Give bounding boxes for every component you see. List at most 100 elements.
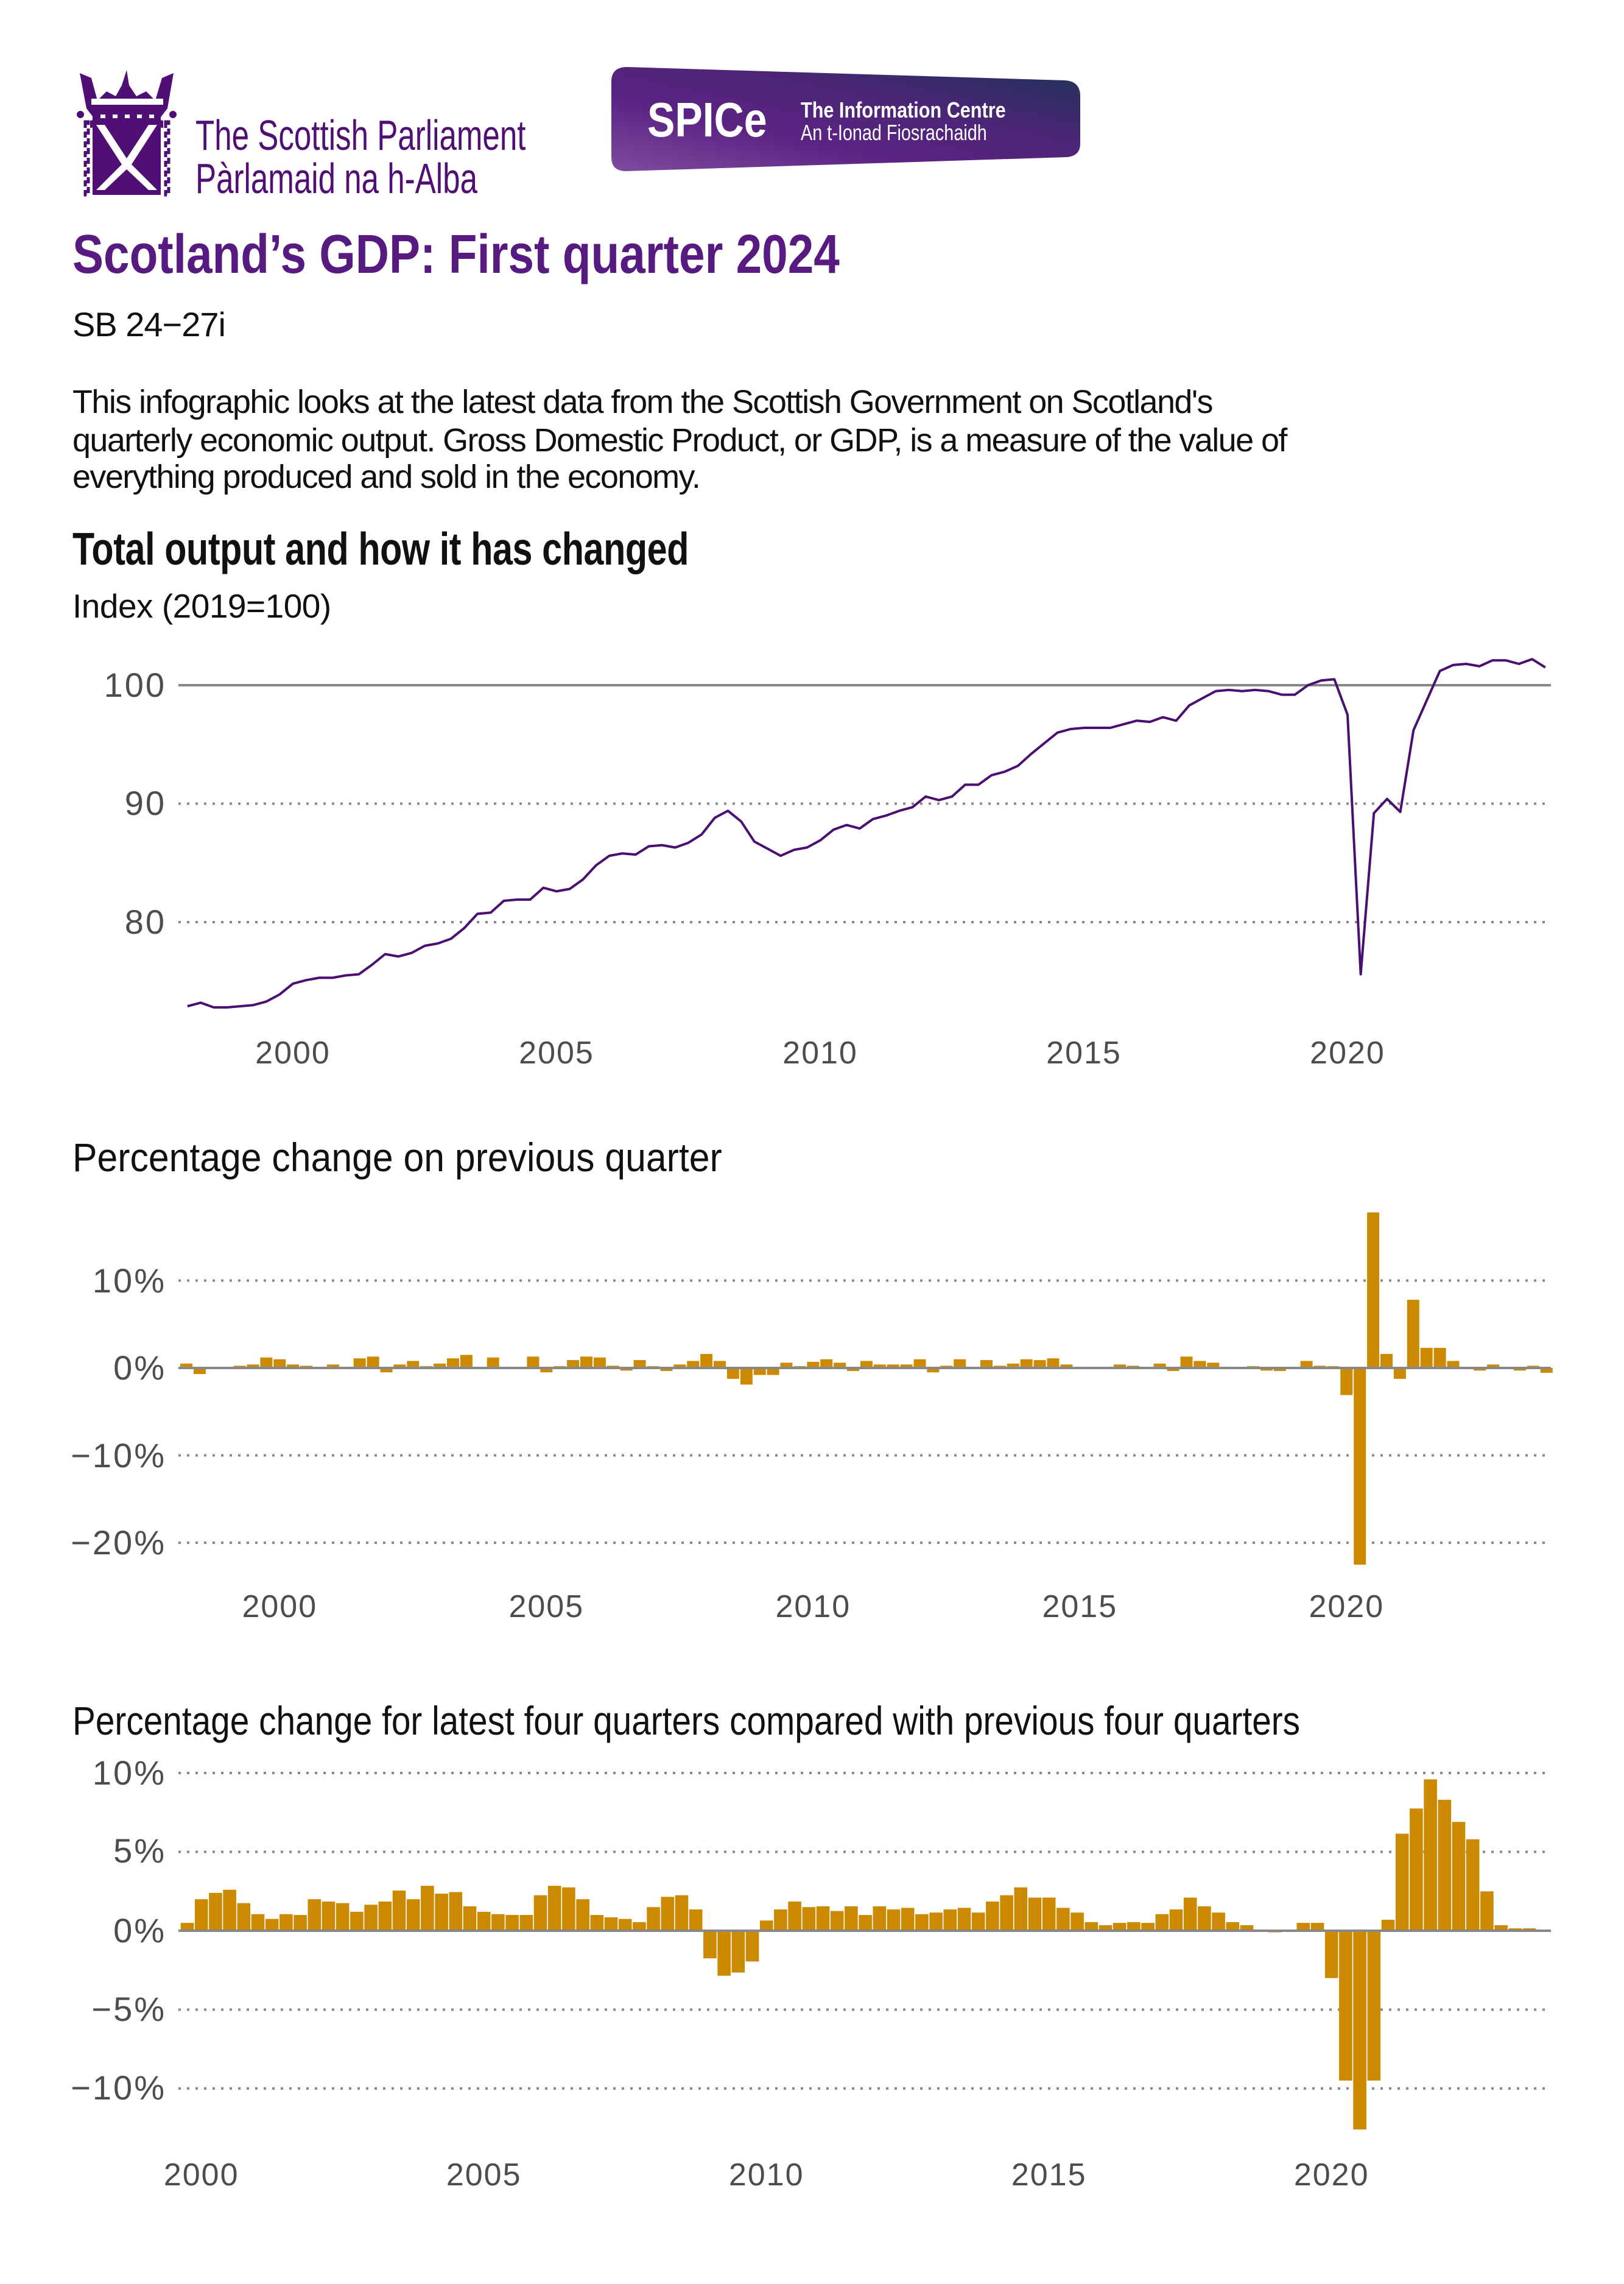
bar xyxy=(1127,1922,1141,1931)
bar xyxy=(788,1902,801,1931)
bar xyxy=(1367,1931,1381,2081)
bar xyxy=(1407,1300,1419,1368)
bar xyxy=(505,1915,519,1931)
bar xyxy=(265,1919,279,1931)
bar xyxy=(731,1931,745,1973)
bar xyxy=(740,1368,753,1385)
bar xyxy=(326,1364,339,1368)
bar xyxy=(767,1368,779,1375)
bar xyxy=(1494,1925,1508,1931)
bar xyxy=(294,1915,307,1931)
bar xyxy=(900,1364,913,1368)
bar xyxy=(807,1362,820,1368)
y-tick-label: −10% xyxy=(71,1436,166,1475)
y-tick-label: −20% xyxy=(71,1523,166,1562)
bar xyxy=(273,1359,286,1368)
bar xyxy=(1527,1366,1539,1368)
bar xyxy=(194,1899,208,1931)
bar xyxy=(251,1914,265,1931)
x-tick-label: 2020 xyxy=(1293,2157,1369,2193)
bar xyxy=(780,1362,793,1368)
bar xyxy=(1028,1897,1042,1931)
bar xyxy=(943,1909,957,1931)
bar xyxy=(487,1357,499,1368)
bar xyxy=(1183,1897,1197,1931)
x-tick-label: 2000 xyxy=(242,1589,318,1624)
bar xyxy=(407,1361,420,1368)
y-tick-label: 100 xyxy=(104,666,166,704)
bar xyxy=(1180,1356,1193,1368)
bar xyxy=(929,1912,943,1931)
annual-chart-title: Percentage change for latest four quarte… xyxy=(72,1698,1301,1743)
bar xyxy=(1536,1930,1550,1931)
bar xyxy=(580,1356,592,1368)
bar xyxy=(689,1909,703,1931)
bar xyxy=(1340,1368,1353,1395)
bar xyxy=(714,1361,726,1368)
bar xyxy=(435,1894,448,1931)
bar xyxy=(1056,1908,1070,1931)
bar xyxy=(620,1368,633,1371)
spice-tagline-en: The Information Centre xyxy=(801,97,1006,122)
bar xyxy=(1098,1925,1113,1931)
bar xyxy=(533,1895,547,1931)
bar xyxy=(593,1357,606,1368)
bar xyxy=(447,1358,459,1368)
y-tick-label: 10% xyxy=(92,1261,166,1300)
y-tick-label: −5% xyxy=(91,1990,166,2028)
bar xyxy=(604,1917,618,1931)
bar xyxy=(1420,1348,1433,1368)
bar xyxy=(845,1906,858,1931)
bar xyxy=(957,1908,971,1931)
bar xyxy=(1540,1368,1553,1373)
bar xyxy=(802,1907,816,1931)
bar xyxy=(1207,1362,1220,1368)
bar xyxy=(1007,1363,1019,1368)
bar xyxy=(393,1364,406,1368)
bar xyxy=(1114,1364,1126,1368)
y-tick-label: 0% xyxy=(113,1348,166,1387)
bar xyxy=(901,1908,915,1931)
parliament-name-gd: Pàrlamaid na h-Alba xyxy=(195,155,478,202)
bar xyxy=(1282,1930,1296,1931)
bar xyxy=(287,1364,300,1368)
index-chart-ylabel: Index (2019=100) xyxy=(72,587,331,625)
bar xyxy=(1474,1368,1486,1371)
bar xyxy=(260,1357,273,1368)
bar xyxy=(567,1360,580,1368)
bar xyxy=(350,1911,364,1931)
x-tick-label: 2010 xyxy=(775,1589,851,1624)
bar xyxy=(223,1889,236,1931)
bar xyxy=(1167,1368,1179,1371)
bar xyxy=(1447,1361,1460,1368)
bar xyxy=(463,1906,477,1931)
bar xyxy=(1424,1779,1437,1931)
y-tick-label: 5% xyxy=(113,1831,166,1870)
bar xyxy=(859,1915,872,1931)
x-tick-label: 2020 xyxy=(1310,1035,1385,1071)
x-tick-label: 2000 xyxy=(255,1035,331,1071)
bar xyxy=(1514,1368,1526,1371)
y-tick-label: 80 xyxy=(124,903,166,941)
intro-line-1: This infographic looks at the latest dat… xyxy=(72,384,1214,420)
bar xyxy=(847,1368,859,1371)
bar xyxy=(633,1360,646,1368)
bar xyxy=(940,1366,953,1368)
briefing-reference: SB 24−27i xyxy=(72,305,226,344)
bar xyxy=(1060,1364,1073,1368)
bar xyxy=(1410,1808,1423,1931)
y-tick-label: 0% xyxy=(113,1911,166,1950)
bar xyxy=(1381,1919,1395,1931)
bar xyxy=(576,1899,589,1931)
x-tick-label: 2015 xyxy=(1046,1035,1122,1071)
bar xyxy=(673,1364,686,1368)
bar xyxy=(647,1366,659,1368)
qoq-chart-title: Percentage change on previous quarter xyxy=(72,1135,722,1180)
bar xyxy=(887,1364,899,1368)
bar xyxy=(233,1366,246,1368)
x-tick-label: 2015 xyxy=(1011,2157,1087,2193)
bar xyxy=(300,1366,313,1368)
bar xyxy=(745,1931,759,1962)
bar xyxy=(421,1886,434,1931)
intro-line-3: everything produced and sold in the econ… xyxy=(72,459,701,495)
